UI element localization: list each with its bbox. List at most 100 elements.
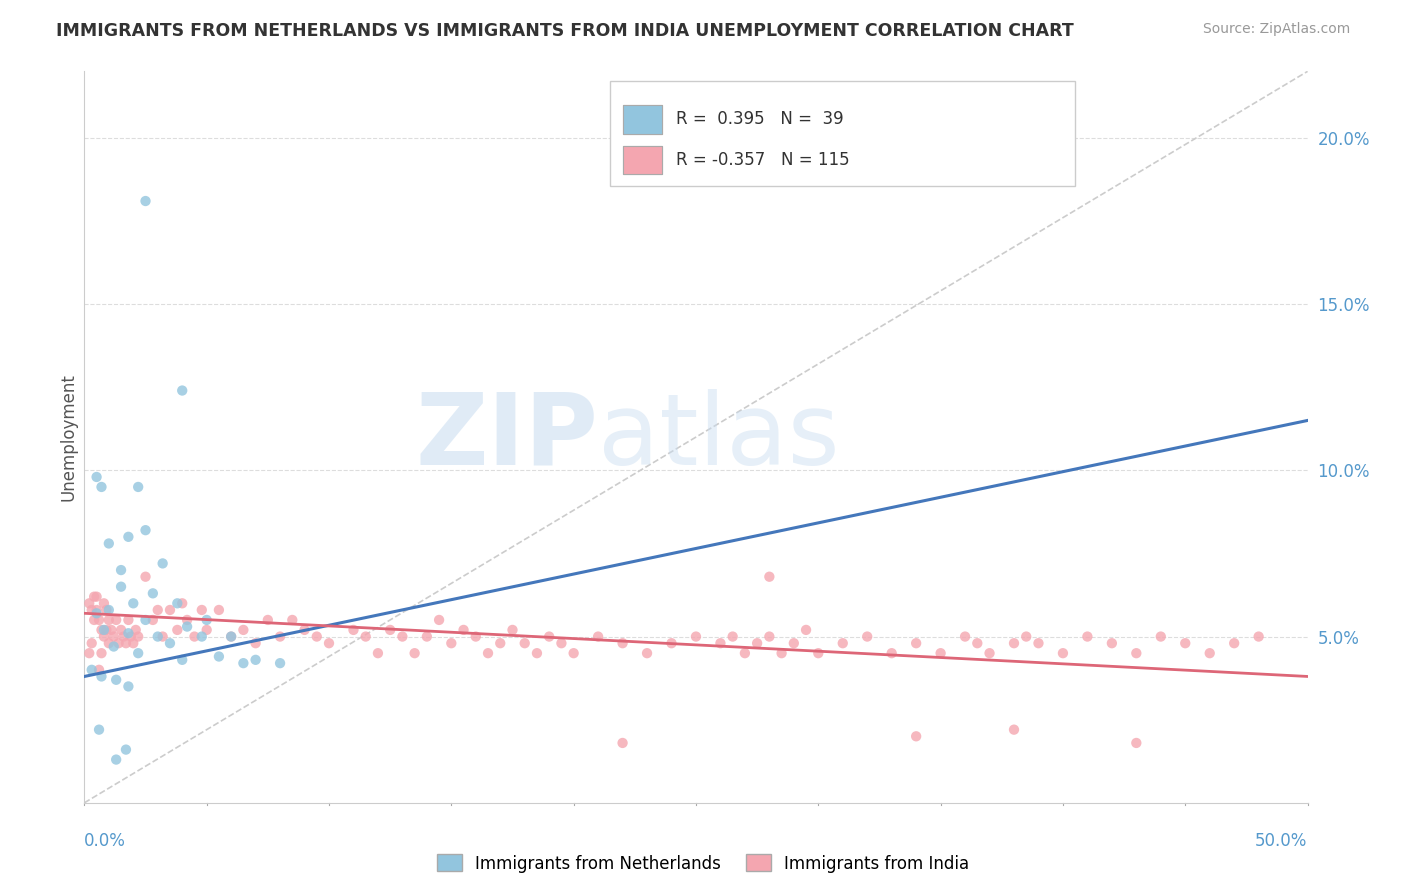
Point xyxy=(305,630,328,644)
Point xyxy=(117,680,139,694)
Text: 0.0%: 0.0% xyxy=(84,832,127,850)
Point xyxy=(856,630,879,644)
Point xyxy=(142,613,165,627)
Text: Source: ZipAtlas.com: Source: ZipAtlas.com xyxy=(1202,22,1350,37)
Text: ZIP: ZIP xyxy=(415,389,598,485)
Point xyxy=(110,580,132,594)
Point xyxy=(142,586,165,600)
Point xyxy=(269,656,291,670)
Point xyxy=(464,630,486,644)
Point xyxy=(115,636,138,650)
Point xyxy=(103,630,125,644)
Point xyxy=(146,603,169,617)
Point xyxy=(159,636,181,650)
Point xyxy=(176,619,198,633)
Point xyxy=(905,729,928,743)
Point xyxy=(758,570,780,584)
Point xyxy=(83,590,105,604)
Point xyxy=(172,653,194,667)
Point xyxy=(636,646,658,660)
Point xyxy=(87,613,110,627)
Point xyxy=(86,590,108,604)
Text: 50.0%: 50.0% xyxy=(1256,832,1308,850)
Point xyxy=(117,626,139,640)
Point xyxy=(80,603,103,617)
Point xyxy=(127,630,149,644)
Point xyxy=(183,630,205,644)
Point xyxy=(97,613,120,627)
Point xyxy=(232,623,254,637)
Point xyxy=(83,613,105,627)
Point xyxy=(195,613,218,627)
Point xyxy=(77,596,100,610)
FancyBboxPatch shape xyxy=(623,145,662,174)
Point xyxy=(1002,636,1025,650)
Point xyxy=(166,596,188,610)
Point xyxy=(1174,636,1197,650)
Text: R = -0.357   N = 115: R = -0.357 N = 115 xyxy=(676,151,851,169)
Point xyxy=(120,630,142,644)
Point xyxy=(1125,736,1147,750)
Point xyxy=(661,636,683,650)
Point xyxy=(159,603,181,617)
Point xyxy=(166,623,188,637)
Point xyxy=(1015,630,1038,644)
Point xyxy=(105,673,128,687)
Point xyxy=(93,623,115,637)
Point xyxy=(122,636,145,650)
Point xyxy=(96,623,118,637)
Point xyxy=(953,630,976,644)
Point xyxy=(110,623,132,637)
Point xyxy=(1150,630,1173,644)
Point xyxy=(783,636,806,650)
Point xyxy=(354,630,377,644)
Point xyxy=(538,630,561,644)
Point xyxy=(831,636,853,650)
Point xyxy=(135,570,157,584)
Point xyxy=(135,613,157,627)
Point xyxy=(612,636,634,650)
Point xyxy=(502,623,524,637)
Point xyxy=(721,630,744,644)
Point xyxy=(794,623,817,637)
Point xyxy=(135,523,157,537)
Point xyxy=(440,636,463,650)
Point xyxy=(152,630,174,644)
Point xyxy=(86,607,108,621)
Point xyxy=(152,557,174,571)
Point xyxy=(80,636,103,650)
Point xyxy=(281,613,304,627)
Point xyxy=(905,636,928,650)
Point xyxy=(77,646,100,660)
Point xyxy=(97,536,120,550)
Point xyxy=(90,646,112,660)
Point xyxy=(195,623,218,637)
Point xyxy=(90,480,112,494)
Point xyxy=(880,646,903,660)
Point xyxy=(734,646,756,660)
Point xyxy=(342,623,364,637)
Point xyxy=(416,630,439,644)
Point xyxy=(117,613,139,627)
Point xyxy=(294,623,316,637)
Point xyxy=(404,646,426,660)
Point xyxy=(93,596,115,610)
Point xyxy=(427,613,450,627)
Point xyxy=(105,753,128,767)
Point xyxy=(391,630,413,644)
Point xyxy=(367,646,389,660)
Point xyxy=(1101,636,1123,650)
Point xyxy=(96,603,118,617)
Text: atlas: atlas xyxy=(598,389,839,485)
Point xyxy=(526,646,548,660)
Point xyxy=(97,636,120,650)
Point xyxy=(90,623,112,637)
Point xyxy=(93,630,115,644)
Point xyxy=(135,194,157,208)
Point xyxy=(1223,636,1246,650)
Point xyxy=(90,669,112,683)
Point xyxy=(1052,646,1074,660)
Point xyxy=(219,630,242,644)
Point xyxy=(176,613,198,627)
Point xyxy=(117,530,139,544)
